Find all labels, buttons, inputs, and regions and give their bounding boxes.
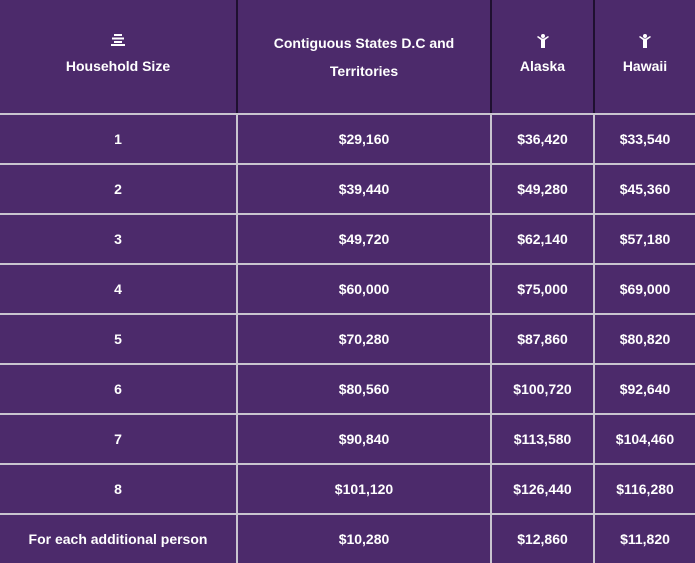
hawaii-value-cell: $33,540: [594, 114, 695, 165]
household-size-cell: For each additional person: [0, 514, 238, 563]
alaska-value-cell: $49,280: [491, 164, 595, 215]
table-row: 2 $39,440 $49,280 $45,360: [0, 164, 695, 215]
table-row: 4 $60,000 $75,000 $69,000: [0, 264, 695, 315]
hawaii-value-cell: $45,360: [594, 164, 695, 215]
header-label: Household Size: [65, 57, 171, 74]
household-size-cell: 7: [0, 414, 238, 465]
household-size-cell: 8: [0, 464, 238, 515]
header-household-size: Household Size: [0, 0, 238, 115]
alaska-value-cell: $36,420: [491, 114, 595, 165]
hawaii-value-cell: $69,000: [594, 264, 695, 315]
household-size-cell: 2: [0, 164, 238, 215]
contiguous-value-cell: $90,840: [237, 414, 492, 465]
alaska-value-cell: $113,580: [491, 414, 595, 465]
household-size-cell: 3: [0, 214, 238, 265]
table-row: 7 $90,840 $113,580 $104,460: [0, 414, 695, 465]
table-row: 3 $49,720 $62,140 $57,180: [0, 214, 695, 265]
contiguous-value-cell: $29,160: [237, 114, 492, 165]
hawaii-value-cell: $116,280: [594, 464, 695, 515]
hawaii-value-cell: $92,640: [594, 364, 695, 415]
alaska-value-cell: $12,860: [491, 514, 595, 563]
table-row: 5 $70,280 $87,860 $80,820: [0, 314, 695, 365]
list-icon: [4, 33, 232, 50]
contiguous-value-cell: $39,440: [237, 164, 492, 215]
contiguous-value-cell: $49,720: [237, 214, 492, 265]
header-label: Alaska: [519, 57, 566, 74]
person-icon: [599, 33, 691, 50]
contiguous-value-cell: $10,280: [237, 514, 492, 563]
household-size-cell: 5: [0, 314, 238, 365]
alaska-value-cell: $87,860: [491, 314, 595, 365]
contiguous-value-cell: $60,000: [237, 264, 492, 315]
contiguous-value-cell: $101,120: [237, 464, 492, 515]
table-row: 6 $80,560 $100,720 $92,640: [0, 364, 695, 415]
hawaii-value-cell: $80,820: [594, 314, 695, 365]
household-size-cell: 1: [0, 114, 238, 165]
contiguous-value-cell: $80,560: [237, 364, 492, 415]
hawaii-value-cell: $57,180: [594, 214, 695, 265]
header-label: Contiguous States D.C and Territories: [273, 34, 455, 79]
hawaii-value-cell: $104,460: [594, 414, 695, 465]
table-row: For each additional person $10,280 $12,8…: [0, 514, 695, 563]
alaska-value-cell: $126,440: [491, 464, 595, 515]
header-row: Household Size Contiguous States D.C and…: [0, 0, 695, 115]
household-size-cell: 6: [0, 364, 238, 415]
header-hawaii: Hawaii: [594, 0, 695, 115]
table-row: 8 $101,120 $126,440 $116,280: [0, 464, 695, 515]
alaska-value-cell: $62,140: [491, 214, 595, 265]
household-size-cell: 4: [0, 264, 238, 315]
alaska-value-cell: $100,720: [491, 364, 595, 415]
header-alaska: Alaska: [491, 0, 595, 115]
header-contiguous-states: Contiguous States D.C and Territories: [237, 0, 492, 115]
contiguous-value-cell: $70,280: [237, 314, 492, 365]
alaska-value-cell: $75,000: [491, 264, 595, 315]
table-row: 1 $29,160 $36,420 $33,540: [0, 114, 695, 165]
header-label: Hawaii: [622, 57, 668, 74]
hawaii-value-cell: $11,820: [620, 531, 670, 547]
person-icon: [496, 33, 589, 50]
